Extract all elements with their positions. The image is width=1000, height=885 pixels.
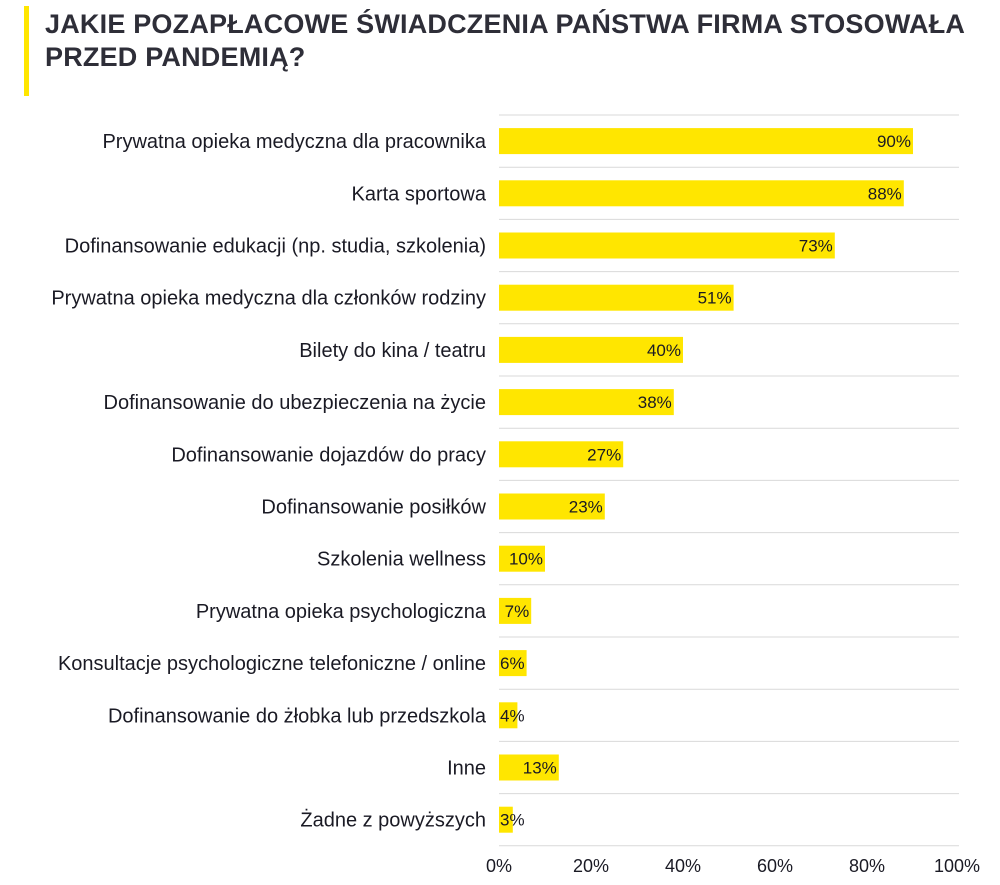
category-label: Konsultacje psychologiczne telefoniczne …	[58, 653, 486, 675]
value-labels: 90% 88% 73% 51% 40% 38% 27% 23% 10% 7% 6% 4% 13% 3%	[500, 132, 911, 830]
category-label: Karta sportowa	[351, 183, 486, 205]
data-label: 88%	[868, 184, 902, 203]
data-label: 73%	[799, 237, 833, 256]
bar	[499, 597, 532, 624]
data-label: 4%	[500, 706, 525, 725]
x-axis-ticks: 0% 20% 40% 60% 80% 100%	[486, 856, 980, 876]
category-label: Prywatna opieka medyczna dla pracownika	[102, 131, 486, 153]
data-label: 38%	[638, 393, 672, 412]
x-tick-label: 20%	[573, 856, 609, 876]
data-label: 23%	[569, 498, 603, 517]
bar	[499, 702, 518, 729]
category-label: Prywatna opieka medyczna dla członków ro…	[51, 288, 486, 310]
bar	[499, 650, 527, 677]
bars	[499, 128, 913, 833]
category-label: Dofinansowanie do ubezpieczenia na życie	[104, 392, 486, 414]
category-label: Prywatna opieka psychologiczna	[196, 601, 487, 623]
category-label: Dofinansowanie edukacji (np. studia, szk…	[65, 236, 486, 258]
data-label: 27%	[587, 445, 621, 464]
title-accent-bar	[24, 6, 29, 96]
x-tick-label: 80%	[849, 856, 885, 876]
category-label: Dofinansowanie do żłobka lub przedszkola	[108, 705, 487, 727]
x-tick-label: 60%	[757, 856, 793, 876]
bar	[499, 128, 913, 155]
x-tick-label: 40%	[665, 856, 701, 876]
bar	[499, 806, 513, 833]
x-tick-label: 0%	[486, 856, 512, 876]
x-tick-label: 100%	[934, 856, 980, 876]
bar	[499, 441, 624, 468]
category-labels: Prywatna opieka medyczna dla pracownika K…	[51, 131, 487, 832]
bar	[499, 389, 674, 416]
data-label: 7%	[505, 602, 530, 621]
gridlines	[499, 114, 959, 847]
data-label: 10%	[509, 550, 543, 569]
category-label: Żadne z powyższych	[300, 809, 486, 832]
category-label: Bilety do kina / teatru	[299, 340, 486, 362]
data-label: 3%	[500, 811, 525, 830]
bar	[499, 180, 904, 207]
bar	[499, 754, 559, 781]
bar	[499, 493, 605, 520]
data-label: 6%	[500, 654, 525, 673]
bar	[499, 232, 835, 259]
chart-title: JAKIE POZAPŁACOWE ŚWIADCZENIA PAŃSTWA FI…	[45, 9, 965, 72]
bar	[499, 284, 734, 311]
bar	[499, 545, 545, 572]
bar	[499, 336, 683, 363]
category-label: Dofinansowanie posiłków	[261, 497, 486, 519]
data-label: 13%	[523, 759, 557, 778]
data-label: 40%	[647, 341, 681, 360]
data-label: 51%	[698, 289, 732, 308]
category-label: Inne	[447, 758, 486, 780]
category-label: Szkolenia wellness	[317, 549, 486, 571]
category-label: Dofinansowanie dojazdów do pracy	[171, 444, 486, 466]
data-label: 90%	[877, 132, 911, 151]
